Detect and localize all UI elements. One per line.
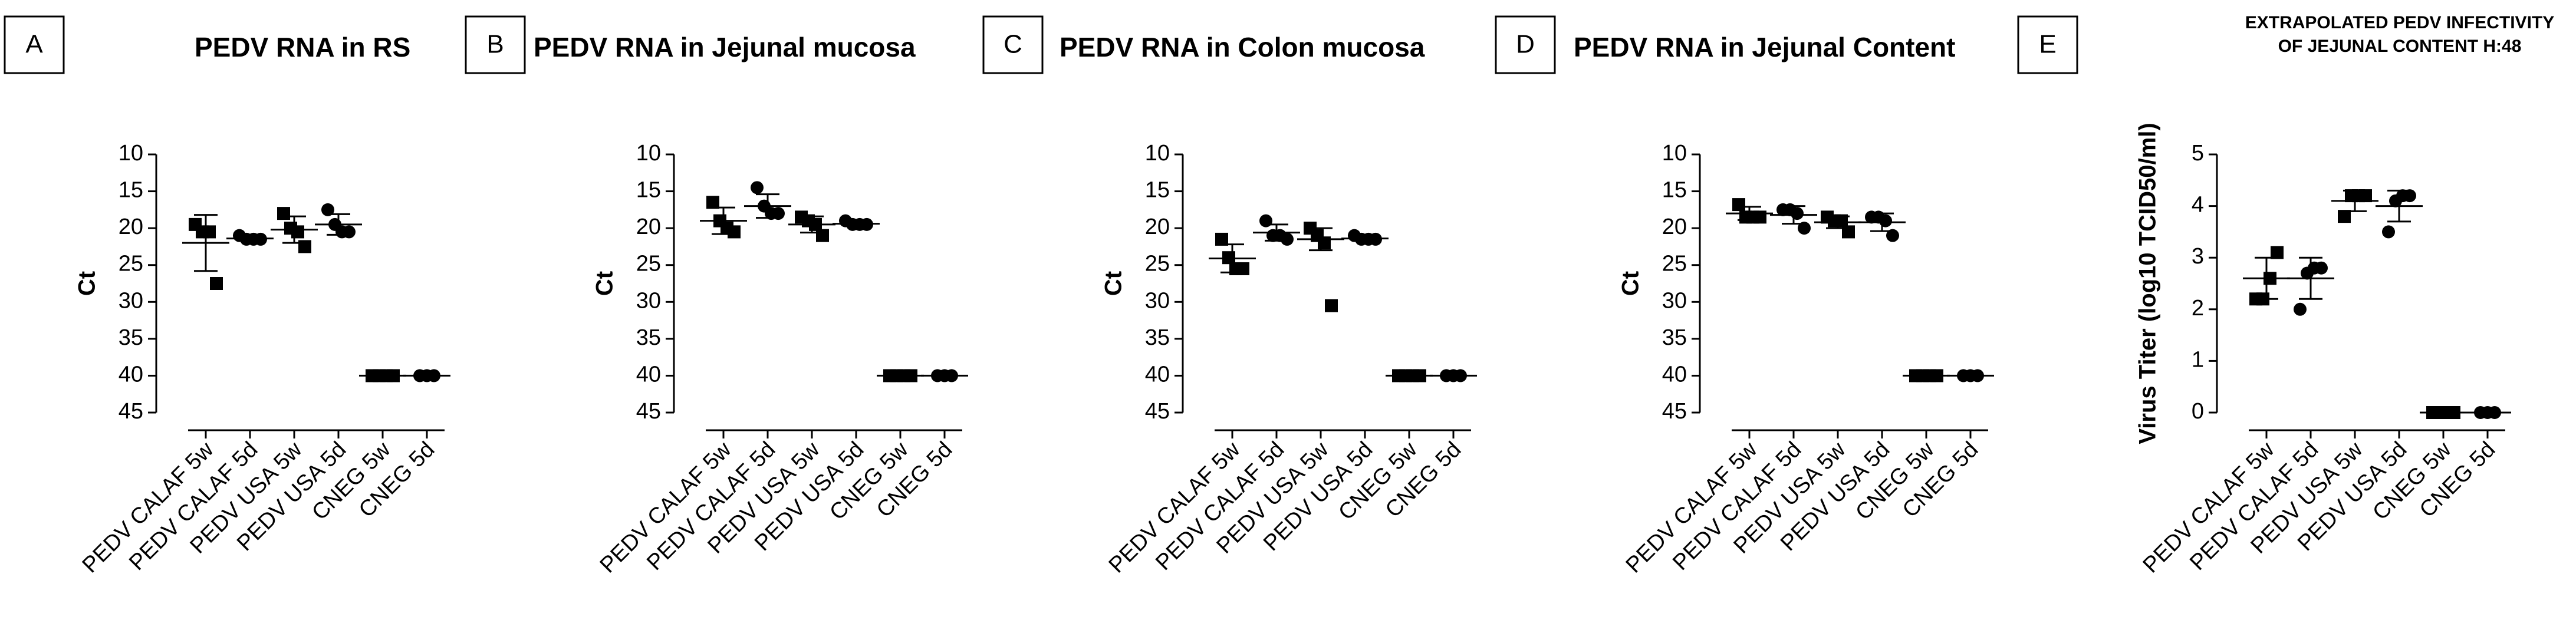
panel: B PEDV RNA in Jejunal mucosa 10 15 20 25 30 35 4… bbox=[465, 15, 968, 578]
y-tick-label: 1 bbox=[2192, 347, 2204, 372]
y-axis-label: Virus Titer (log10 TCID50/ml) bbox=[2135, 123, 2161, 444]
panel-letter: E bbox=[2039, 30, 2056, 59]
data-point bbox=[2403, 189, 2416, 203]
y-tick-label: 0 bbox=[2192, 399, 2204, 424]
y-tick-label: 35 bbox=[119, 325, 143, 350]
data-point bbox=[728, 225, 741, 239]
y-tick-label: 10 bbox=[119, 141, 143, 166]
panel-letter-box bbox=[1495, 15, 1556, 74]
y-tick-label: 20 bbox=[1145, 215, 1170, 239]
panel-letter-box bbox=[465, 15, 526, 74]
chart-title: PEDV RNA in Jejunal mucosa bbox=[534, 32, 916, 62]
y-tick-label: 30 bbox=[119, 288, 143, 313]
panel-letter: B bbox=[486, 30, 504, 59]
data-point bbox=[816, 229, 829, 242]
data-point bbox=[1798, 222, 1811, 235]
panel-letter: D bbox=[1516, 30, 1535, 59]
data-point bbox=[321, 203, 334, 216]
data-point bbox=[277, 207, 290, 220]
chart-title: OF JEJUNAL CONTENT H:48 bbox=[2278, 37, 2522, 56]
data-point bbox=[772, 207, 785, 220]
y-tick-label: 4 bbox=[2192, 193, 2204, 217]
data-point bbox=[2315, 261, 2328, 275]
data-point bbox=[2359, 189, 2372, 203]
y-axis-label: Ct bbox=[1618, 271, 1644, 296]
chart-title: PEDV RNA in Colon mucosa bbox=[1060, 32, 1425, 62]
y-tick-label: 15 bbox=[1145, 178, 1170, 203]
y-tick-label: 25 bbox=[636, 252, 661, 276]
y-tick-label: 25 bbox=[1145, 252, 1170, 276]
y-tick-label: 20 bbox=[636, 215, 661, 239]
panel: D PEDV RNA in Jejunal Content 10 15 20 25 30 35… bbox=[1495, 15, 1994, 578]
data-point bbox=[203, 225, 216, 239]
y-tick-label: 20 bbox=[1662, 215, 1687, 239]
y-tick-label: 15 bbox=[1662, 178, 1687, 203]
y-tick-label: 35 bbox=[1145, 325, 1170, 350]
y-tick-label: 30 bbox=[636, 288, 661, 313]
data-point bbox=[751, 181, 764, 194]
data-point bbox=[291, 225, 304, 239]
panel-letter: A bbox=[25, 30, 43, 59]
y-tick-label: 35 bbox=[1662, 325, 1687, 350]
data-point bbox=[1791, 207, 1804, 220]
chart-title: PEDV RNA in RS bbox=[195, 32, 410, 62]
data-point bbox=[1215, 232, 1228, 246]
data-point bbox=[2338, 210, 2351, 223]
data-point bbox=[1886, 229, 1899, 242]
y-tick-label: 40 bbox=[636, 362, 661, 387]
data-point bbox=[1325, 299, 1338, 312]
panel: C PEDV RNA in Colon mucosa 10 15 20 25 30 35 40 4… bbox=[982, 15, 1477, 578]
y-tick-label: 45 bbox=[636, 399, 661, 424]
panel-letter-box bbox=[4, 15, 65, 74]
y-tick-label: 15 bbox=[636, 178, 661, 203]
panel: E EXTRAPOLATED PEDV INFECTIVITY OF JEJUNAL… bbox=[2017, 13, 2555, 578]
y-tick-label: 10 bbox=[1145, 141, 1170, 166]
y-tick-label: 30 bbox=[1145, 288, 1170, 313]
data-point bbox=[210, 277, 223, 290]
y-axis-label: Ct bbox=[74, 271, 100, 296]
y-tick-label: 45 bbox=[1662, 399, 1687, 424]
y-tick-label: 25 bbox=[1662, 252, 1687, 276]
y-tick-label: 45 bbox=[119, 399, 143, 424]
y-tick-label: 5 bbox=[2192, 141, 2204, 166]
y-tick-label: 10 bbox=[1662, 141, 1687, 166]
data-point bbox=[1732, 198, 1745, 212]
y-tick-label: 20 bbox=[119, 215, 143, 239]
y-tick-label: 35 bbox=[636, 325, 661, 350]
y-axis-label: Ct bbox=[1101, 271, 1127, 296]
data-point bbox=[343, 225, 356, 239]
y-tick-label: 30 bbox=[1662, 288, 1687, 313]
y-tick-label: 40 bbox=[1662, 362, 1687, 387]
y-tick-label: 2 bbox=[2192, 296, 2204, 321]
panel-letter-box bbox=[982, 15, 1044, 74]
y-axis-label: Ct bbox=[592, 271, 618, 296]
chart-title: PEDV RNA in Jejunal Content bbox=[1574, 32, 1955, 62]
data-point bbox=[706, 196, 719, 209]
y-tick-label: 45 bbox=[1145, 399, 1170, 424]
y-tick-label: 25 bbox=[119, 252, 143, 276]
data-point bbox=[1281, 232, 1294, 246]
data-point bbox=[2294, 302, 2307, 316]
data-point bbox=[1879, 214, 1892, 227]
panel-letter-box bbox=[2017, 15, 2078, 74]
y-tick-label: 15 bbox=[119, 178, 143, 203]
chart-title: EXTRAPOLATED PEDV INFECTIVITY bbox=[2245, 13, 2555, 32]
y-tick-label: 10 bbox=[636, 141, 661, 166]
y-tick-label: 40 bbox=[119, 362, 143, 387]
y-tick-label: 3 bbox=[2192, 244, 2204, 269]
panel-letter: C bbox=[1004, 30, 1022, 59]
y-tick-label: 40 bbox=[1145, 362, 1170, 387]
data-point bbox=[2271, 246, 2284, 259]
data-point bbox=[2382, 225, 2395, 239]
